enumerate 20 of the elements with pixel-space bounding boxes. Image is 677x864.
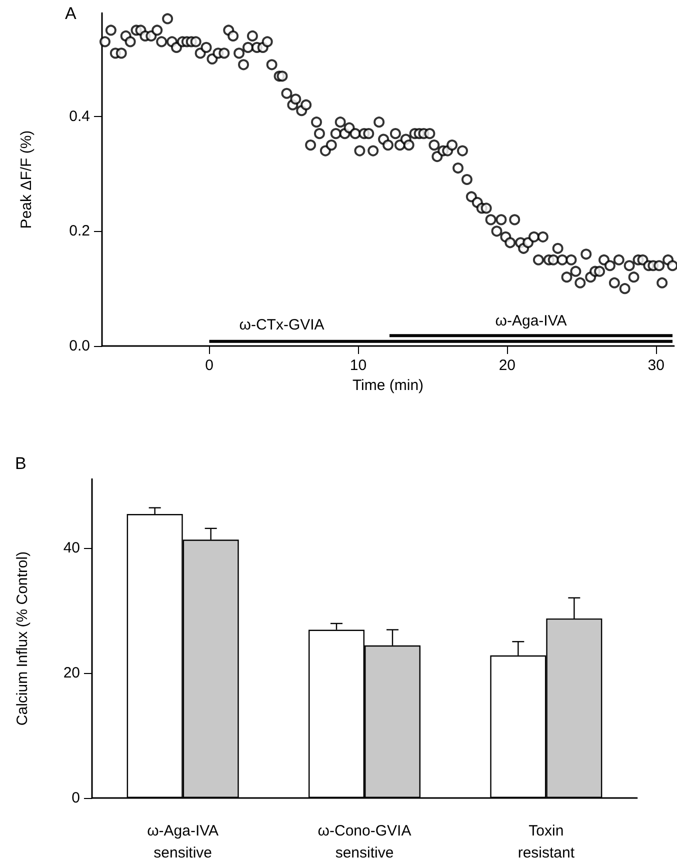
y-tick-label: 0.0: [69, 338, 90, 354]
y-tick-label: 0.4: [69, 108, 90, 125]
y-tick-label: 0: [72, 790, 80, 806]
x-tick-label: Toxin resistant: [518, 822, 576, 862]
x-tick-label: 0: [205, 357, 214, 374]
series-label: ω-Aga-IVA: [495, 312, 567, 330]
x-tick-label: 20: [498, 357, 516, 374]
x-tick-label: ω-Cono-GVIA sensitive: [318, 822, 412, 862]
y-tick-label: 20: [63, 664, 80, 682]
y-tick-label: 40: [63, 539, 80, 556]
y-axis-title: Peak ΔF/F (%): [18, 130, 35, 229]
x-axis-title: Time (min): [352, 376, 424, 394]
y-axis-title: Calcium Influx (% Control): [14, 551, 31, 726]
x-tick-label: 10: [350, 357, 367, 374]
x-tick-label: 30: [648, 357, 664, 374]
series-label: ω-CTx-GVIA: [239, 316, 324, 334]
chart-title: A: [65, 4, 77, 23]
y-tick-label: 0.2: [69, 222, 90, 240]
x-tick-label: ω-Aga-IVA sensitive: [147, 822, 219, 862]
chart-title: B: [15, 454, 26, 473]
